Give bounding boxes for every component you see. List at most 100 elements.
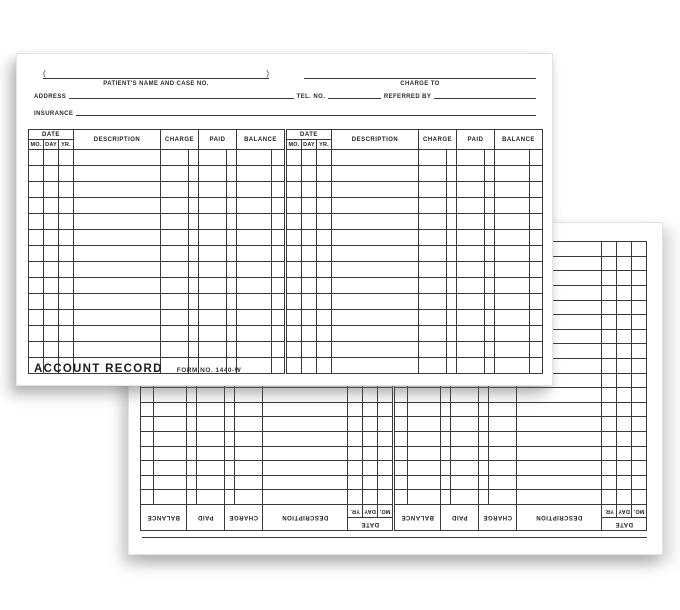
grid-cell [301,213,317,230]
grid-cell [616,446,632,461]
grid-cell [236,341,272,358]
grid-cell [198,293,227,310]
grid-cell [331,293,419,310]
grid-cell [196,475,225,490]
grid-cell [631,431,647,447]
grid-cell [601,314,617,330]
back-card-rule-line [142,537,647,538]
table-row [286,197,543,214]
grid-cell [226,325,237,342]
table-row [28,325,285,342]
grid-cell [224,489,235,505]
table-row [140,460,393,476]
grid-cell [616,241,632,257]
grid-cell [418,293,447,310]
grid-cell [516,460,602,476]
grid-cell [140,431,154,447]
grid-cell [440,489,451,505]
grid-cell [440,431,451,447]
grid-cell [186,416,197,432]
grid-cell [198,245,227,262]
grid-cell [271,357,285,374]
grid-cell [73,197,161,214]
grid-cell [224,402,235,417]
grid-cell [316,165,332,182]
grid-cell [301,341,317,358]
grid-cell [484,245,495,262]
grid-cell [160,261,189,278]
col-header-paid: PAID [198,129,237,150]
grid-cell [186,460,197,476]
grid-cell [316,277,332,294]
grid-cell [601,329,617,344]
grid-cell [478,460,489,476]
grid-cell [160,293,189,310]
grid-cell [28,245,44,262]
grid-cell [286,325,302,342]
patient-name-label: PATIENT'S NAME AND CASE NO. [103,81,209,87]
grid-cell [316,325,332,342]
grid-cell [226,309,237,326]
grid-cell [316,309,332,326]
table-row [394,475,647,490]
grid-cell [301,181,317,198]
grid-cell [301,309,317,326]
col-header-yr: YR. [601,504,617,518]
grid-cell [73,245,161,262]
grid-cell [73,277,161,294]
grid-cell [616,402,632,417]
grid-cell [494,293,530,310]
grid-cell [488,431,517,447]
grid-cell [394,416,408,432]
grid-cell [394,402,408,417]
insurance-row: INSURANCE [34,107,536,117]
grid-cell [316,293,332,310]
grid-cell [331,277,419,294]
grid-cell [188,165,199,182]
grid-cell [631,314,647,330]
grid-cell [236,213,272,230]
grid-cell [58,165,74,182]
grid-cell [301,293,317,310]
grid-cell [616,489,632,505]
table-row [28,261,285,278]
grid-cell [456,293,485,310]
grid-cell [362,387,378,403]
table-row [286,325,543,342]
grid-cell [362,460,378,476]
grid-cell [347,402,363,417]
table-row [286,149,543,166]
grid-cell [484,229,495,246]
grid-cell [529,149,543,166]
grid-cell [224,387,235,403]
grid-cell [478,387,489,403]
grid-cell [28,293,44,310]
grid-cell [316,181,332,198]
grid-cell [271,197,285,214]
grid-cell [196,460,225,476]
grid-cell [516,402,602,417]
grid-cell [271,245,285,262]
col-header-day: DAY [362,504,378,518]
grid-cell [196,446,225,461]
grid-cell [188,229,199,246]
grid-cell [456,245,485,262]
grid-cell [456,341,485,358]
grid-cell [286,229,302,246]
grid-cell [529,165,543,182]
front-footer: ACCOUNT RECORD FORM NO. 1440-W [34,363,241,375]
grid-cell [529,341,543,358]
grid-cell [440,460,451,476]
grid-cell [226,341,237,358]
grid-cell [224,460,235,476]
grid-cell [601,475,617,490]
grid-cell [153,446,187,461]
grid-cell [43,229,59,246]
grid-cell [73,261,161,278]
grid-cell [236,245,272,262]
grid-cell [484,341,495,358]
grid-cell [616,387,632,403]
grid-cell [140,387,154,403]
grid-cell [446,197,457,214]
grid-cell [58,213,74,230]
